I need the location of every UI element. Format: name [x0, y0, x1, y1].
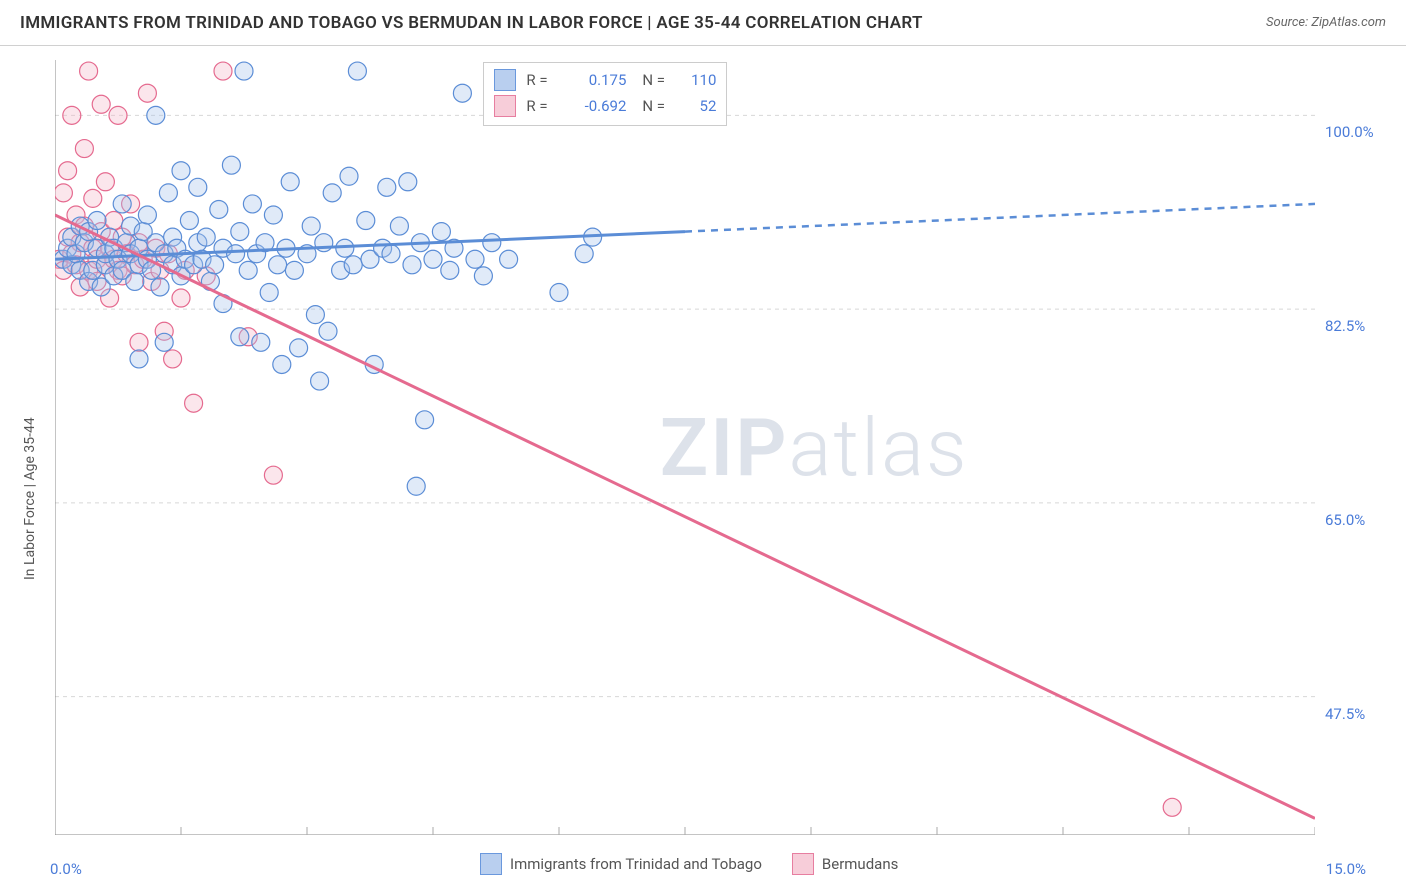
legend-n-label: N =: [642, 97, 672, 115]
y-tick-label: 47.5%: [1325, 705, 1365, 723]
legend-r-value: 0.175: [566, 71, 626, 89]
source-label: Source: ZipAtlas.com: [1266, 15, 1386, 30]
bottom-legend-item-bermudan: Bermudans: [792, 853, 898, 875]
series-legend: Immigrants from Trinidad and Tobago Bermu…: [480, 853, 898, 875]
scatter-plot: [55, 60, 1315, 835]
bottom-legend-item-trinidad: Immigrants from Trinidad and Tobago: [480, 853, 762, 875]
legend-swatch: [494, 69, 516, 91]
y-tick-label: 100.0%: [1325, 123, 1374, 141]
legend-swatch: [494, 95, 516, 117]
title-bar: IMMIGRANTS FROM TRINIDAD AND TOBAGO VS B…: [0, 0, 1406, 46]
legend-n-value: 110: [682, 71, 716, 89]
chart-container: IMMIGRANTS FROM TRINIDAD AND TOBAGO VS B…: [0, 0, 1406, 892]
legend-swatch: [792, 853, 814, 875]
legend-swatch: [480, 853, 502, 875]
legend-r-label: R =: [526, 97, 556, 115]
legend-r-value: -0.692: [566, 97, 626, 115]
legend-n-label: N =: [642, 71, 672, 89]
legend-r-label: R =: [526, 71, 556, 89]
legend-row-bermudan: R = -0.692 N = 52: [494, 93, 716, 119]
legend-series-label: Immigrants from Trinidad and Tobago: [510, 855, 762, 873]
correlation-legend: R = 0.175 N = 110 R = -0.692 N = 52: [483, 62, 727, 126]
x-tick-label-max: 15.0%: [1326, 860, 1366, 878]
legend-row-trinidad: R = 0.175 N = 110: [494, 67, 716, 93]
chart-title: IMMIGRANTS FROM TRINIDAD AND TOBAGO VS B…: [20, 13, 1266, 33]
y-tick-label: 65.0%: [1325, 511, 1365, 529]
y-axis-label: In Labor Force | Age 35-44: [22, 417, 38, 580]
y-tick-label: 82.5%: [1325, 317, 1365, 335]
legend-n-value: 52: [682, 97, 716, 115]
x-tick-label-min: 0.0%: [50, 860, 82, 878]
legend-series-label: Bermudans: [822, 855, 898, 873]
